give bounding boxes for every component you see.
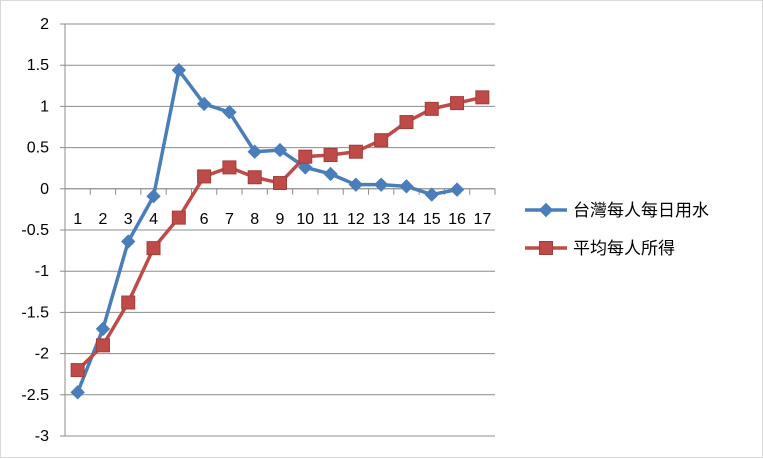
- x-tick-label: 12: [347, 211, 365, 228]
- diamond-marker: [222, 104, 237, 120]
- square-marker: [298, 149, 313, 164]
- x-tick-label: 4: [149, 211, 158, 228]
- diamond-marker: [146, 189, 161, 204]
- square-marker: [121, 295, 136, 310]
- x-tick-label: 9: [276, 211, 285, 228]
- diamond-marker: [348, 177, 364, 192]
- x-tick-label: 7: [225, 211, 234, 228]
- x-tick-label: 10: [296, 211, 314, 228]
- diamond-marker: [171, 62, 187, 78]
- y-tick-label: -1.5: [21, 304, 49, 321]
- y-tick-label: -3: [35, 428, 49, 445]
- legend-label: 台灣每人每日用水: [573, 201, 709, 221]
- x-tick-label: 8: [250, 211, 259, 228]
- x-tick-label: 17: [473, 211, 491, 228]
- square-marker: [450, 96, 465, 111]
- x-tick-label: 11: [322, 211, 339, 228]
- square-marker: [197, 169, 212, 184]
- series: [70, 62, 490, 400]
- square-marker: [146, 241, 161, 256]
- legend-diamond-icon: [538, 202, 554, 218]
- y-tick-label: -2: [35, 346, 49, 363]
- x-tick-label: 2: [98, 211, 107, 228]
- y-tick-label: -0.5: [21, 222, 49, 239]
- diamond-marker: [323, 166, 338, 182]
- square-marker: [374, 133, 389, 148]
- x-tick-label: 16: [448, 211, 466, 228]
- square-marker: [475, 90, 490, 105]
- square-marker: [424, 101, 439, 116]
- diamond-marker: [449, 182, 465, 197]
- legend-entry: 平均每人所得: [525, 239, 675, 259]
- diamond-marker: [272, 142, 288, 158]
- series-2: [70, 90, 490, 378]
- square-marker: [95, 338, 110, 353]
- y-tick-labels: 2 1.5 1 0.5 0 -0.5 -1 -1.5 -2 -2.5 -3: [21, 16, 49, 445]
- diamond-marker: [95, 321, 111, 337]
- legend-label: 平均每人所得: [573, 239, 675, 259]
- y-tick-label: 1.5: [27, 57, 49, 74]
- y-tick-label: 0: [40, 181, 49, 198]
- square-marker: [348, 144, 363, 159]
- legend-entry: 台灣每人每日用水: [525, 201, 709, 221]
- diamond-marker: [399, 179, 414, 194]
- x-tick-label: 15: [423, 211, 441, 228]
- square-marker: [323, 148, 338, 163]
- series-line: [76, 68, 458, 393]
- diamond-marker: [121, 234, 136, 249]
- square-marker: [247, 170, 262, 185]
- x-tick-label: 14: [398, 211, 416, 228]
- y-tick-label: 1: [40, 98, 49, 115]
- y-tick-label: 2: [40, 16, 49, 33]
- gridlines: [65, 23, 495, 437]
- x-tick-label: 6: [200, 211, 209, 228]
- diamond-marker: [424, 187, 439, 202]
- diamond-marker: [373, 177, 389, 192]
- y-tick-label: -2.5: [21, 387, 49, 404]
- square-marker: [399, 115, 414, 130]
- y-tick-label: 0.5: [27, 140, 49, 157]
- series-line: [76, 95, 483, 372]
- square-marker: [273, 176, 287, 191]
- diamond-marker: [196, 96, 212, 112]
- diamond-marker: [70, 385, 85, 400]
- square-marker: [222, 160, 237, 175]
- diamond-marker: [247, 144, 262, 159]
- x-tick-labels: 1234567891011121314151617: [73, 211, 491, 228]
- series-1: [70, 62, 465, 400]
- square-marker: [70, 363, 85, 378]
- diamond-marker: [298, 160, 313, 175]
- square-marker: [171, 210, 186, 225]
- x-tick-label: 3: [124, 211, 133, 228]
- x-tick-label: 1: [73, 211, 82, 228]
- y-tick-label: -1: [35, 263, 49, 280]
- legend-square-icon: [539, 241, 553, 255]
- x-tick-label: 13: [372, 211, 390, 228]
